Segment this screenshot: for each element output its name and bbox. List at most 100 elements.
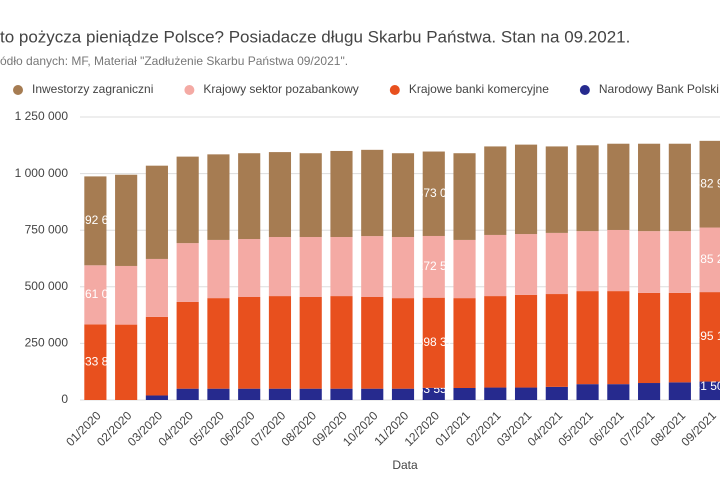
data-label: 392 671 [78,213,122,227]
bar-segment [299,296,322,389]
bar-segment [84,176,107,266]
bar-segment [422,387,445,400]
bar-segment [207,239,230,299]
bar-segment [453,239,476,299]
bar-segment [268,296,292,389]
legend-swatch [579,85,590,95]
bar-segment [484,296,507,388]
bar-segment [268,152,292,237]
data-label: 285 200 [694,252,720,266]
bar-segment [145,258,168,317]
bar-segment [484,146,507,235]
legend-swatch [184,85,195,95]
bar-segment [699,292,720,382]
bar-segment [115,265,138,325]
bar-segment [238,296,261,389]
bar-segment [699,227,720,293]
bar-segment [176,156,199,244]
bar-segment [115,174,138,266]
bar-segment [176,243,199,302]
bar-segment [145,165,168,259]
bar-segment [268,388,292,400]
bar-segment [576,384,599,400]
y-tick-label: 750 000 [25,222,69,236]
bar-segment [545,386,568,400]
bar-segment [422,235,445,298]
bar-segment [607,384,630,400]
bar-segment [453,388,476,400]
data-label: 382 900 [694,176,720,190]
bar-segment [145,395,168,400]
legend-label: Inwestorzy zagraniczni [32,82,153,96]
bar-segment [330,236,353,297]
data-label: 373 009 [417,186,461,200]
bar-segment [668,231,691,293]
legend-swatch [13,85,23,95]
bar-segment [576,291,599,385]
bar-segment [238,153,261,240]
bar-segment [607,229,630,292]
bar-segment [484,387,507,400]
bar-segment [514,294,538,388]
bar-segment [514,387,538,400]
data-label: 261 038 [78,287,122,301]
bar-segment [545,294,568,387]
bar-segment [638,231,661,293]
bar-segment [391,388,415,400]
data-label: 272 588 [417,259,461,273]
bar-segment [514,234,538,295]
x-tick-label: 09/2021 [678,408,719,449]
bar-segment [299,236,322,297]
x-axis-title: Data [392,458,418,472]
bar-segment [176,301,199,389]
y-tick-label: 250 000 [25,336,69,350]
data-label: 395 100 [694,329,720,343]
bar-segment [422,151,445,236]
bar-segment [699,140,720,228]
bar-segment [453,298,476,389]
legend-label: Krajowy sektor pozabankowy [203,82,358,96]
chart-subtitle: ódło danych: MF, Materiał "Zadłużenie Sk… [0,54,348,68]
bar-segment [638,383,661,400]
bar-segment [668,382,691,400]
bar-segment [576,145,599,232]
legend-label: Krajowe banki komercyjne [409,82,549,96]
bar-segment [607,143,630,230]
bar-segment [115,324,138,400]
y-tick-label: 1 250 000 [15,109,69,123]
bar-segment [484,234,507,297]
y-tick-label: 0 [61,392,68,406]
bar-segment [145,316,168,396]
bar-segment [330,388,353,400]
bar-segment [668,292,691,383]
data-label: 398 325 [417,335,461,349]
bar-segment [638,292,661,384]
bar-segment [545,232,568,295]
bar-segment [545,146,568,233]
bar-segment [638,143,661,232]
bar-segment [299,153,322,237]
data-label: 333 897 [78,354,122,368]
bar-segment [361,236,384,297]
bar-segment [607,291,630,385]
bar-segment [207,388,230,400]
bar-segment [422,297,445,388]
bar-segment [268,236,292,297]
bar-segment [361,296,384,389]
y-tick-label: 1 000 000 [15,166,69,180]
bar-segment [330,296,353,389]
bar-segment [668,143,691,232]
bar-segment [84,265,107,325]
bar-segment [238,239,261,297]
bar-segment [299,388,322,400]
bar-segment [176,388,199,400]
bar-segment [453,153,476,240]
bar-segment [391,298,415,389]
bar-segment [699,381,720,400]
chart-title: to pożycza pieniądze Polsce? Posiadacze … [0,27,630,46]
bar-segment [576,231,599,292]
legend-label: Narodowy Bank Polski [599,82,719,96]
bar-segment [238,388,261,400]
bar-segment [207,154,230,240]
